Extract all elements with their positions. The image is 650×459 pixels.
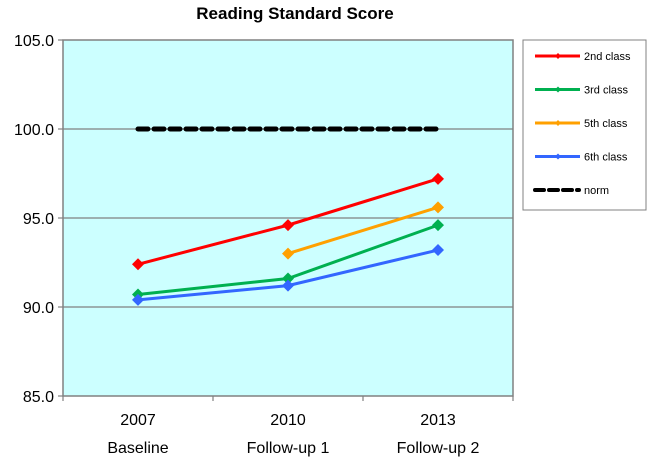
legend-marker-3rd-class <box>555 86 561 93</box>
x-tick-sublabel: Follow-up 2 <box>397 440 480 457</box>
data-point-6th-class <box>432 244 444 257</box>
series-line-5th-class <box>287 205 439 256</box>
y-tick-label: 105.0 <box>14 33 54 50</box>
x-tick-sublabel: Follow-up 1 <box>247 440 330 457</box>
y-tick-label: 100.0 <box>14 122 54 139</box>
legend-marker-6th-class <box>555 153 561 160</box>
data-point-2nd-class <box>132 258 144 271</box>
legend-label-3rd-class: 3rd class <box>584 85 629 97</box>
chart-title: Reading Standard Score <box>196 4 394 23</box>
legend-label-5th-class: 5th class <box>584 118 628 130</box>
y-tick-label: 85.0 <box>23 389 54 406</box>
legend-label-6th-class: 6th class <box>584 152 628 164</box>
x-tick-label: 2013 <box>420 412 456 429</box>
data-point-2nd-class <box>282 219 294 232</box>
data-point-5th-class <box>432 201 444 214</box>
data-point-6th-class <box>132 293 144 306</box>
x-tick-label: 2010 <box>270 412 306 429</box>
x-tick-label: 2007 <box>120 412 156 429</box>
data-point-3rd-class <box>432 219 444 232</box>
x-tick-sublabel: Baseline <box>107 440 168 457</box>
legend-label-norm: norm <box>584 185 609 197</box>
data-point-5th-class <box>282 247 294 260</box>
legend-box <box>522 39 647 211</box>
legend-marker-5th-class <box>555 120 561 126</box>
data-point-3rd-class <box>282 272 294 285</box>
data-point-6th-class <box>282 279 294 292</box>
legend-label-2nd-class: 2nd class <box>584 51 631 63</box>
legend-marker-2nd-class <box>555 53 561 59</box>
y-tick-label: 90.0 <box>23 300 54 317</box>
y-tick-label: 95.0 <box>23 211 54 228</box>
data-point-2nd-class <box>432 172 444 185</box>
